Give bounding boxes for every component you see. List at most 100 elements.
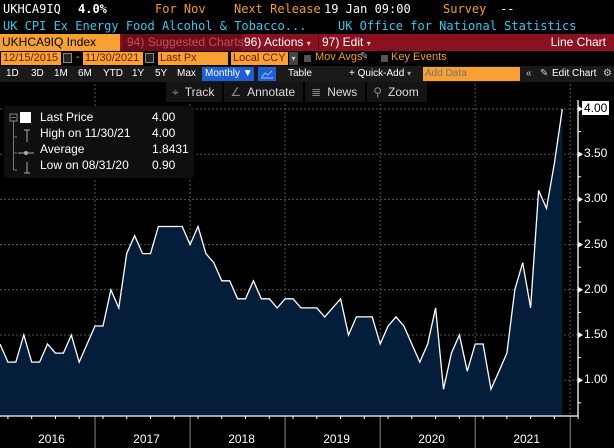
add-data-input[interactable] [423, 67, 520, 81]
legend-last-price-label: Last Price [40, 110, 94, 124]
y-tick-arrow [578, 106, 583, 112]
news-button[interactable]: ≣ News [305, 82, 366, 102]
annotate-button[interactable]: ∠ Annotate [224, 82, 304, 102]
gear-icon[interactable]: ⚙ [603, 68, 612, 79]
data-point [434, 307, 436, 309]
data-point [15, 361, 17, 363]
data-point [189, 243, 191, 245]
key-events-checkbox[interactable] [381, 55, 388, 62]
data-point [268, 298, 270, 300]
data-point [411, 343, 413, 345]
data-point [197, 225, 199, 227]
track-label: Track [184, 85, 215, 99]
data-point [133, 234, 135, 236]
data-point [537, 189, 539, 191]
range-5y[interactable]: 5Y [155, 68, 168, 79]
edit-menu[interactable]: 97) Edit ▾ [322, 34, 371, 52]
end-date-field[interactable]: 11/30/2021 [83, 52, 143, 65]
survey-label: Survey [443, 1, 487, 16]
chevron-down-icon[interactable]: ▾ [289, 52, 298, 65]
table-button[interactable]: Table [288, 68, 312, 79]
data-point [260, 298, 262, 300]
key-events-label[interactable]: Key Events [391, 51, 447, 63]
data-point [157, 225, 159, 227]
chart-type-label[interactable]: Line Chart [550, 35, 606, 49]
data-point [86, 343, 88, 345]
chevron-down-icon: ▼ [242, 68, 253, 79]
chevron-down-icon: ▾ [366, 38, 371, 48]
data-point [355, 316, 357, 318]
data-point [228, 280, 230, 282]
data-point [522, 261, 524, 263]
y-tick-arrow [578, 286, 583, 293]
zoom-button[interactable]: ⚲ Zoom [367, 82, 427, 102]
y-tick-arrow [578, 241, 583, 248]
y-tick-label: 3.50 [584, 146, 608, 161]
next-release-label: Next Release [234, 1, 321, 16]
pencil-icon: ∠ [230, 85, 242, 99]
next-release-value: 19 Jan 09:00 [324, 1, 411, 16]
description-row: UK CPI Ex Energy Food Alcohol & Tobacco.… [0, 17, 614, 34]
field-selector[interactable]: Last Px [158, 52, 228, 65]
chevron-down-icon: ▾ [306, 38, 311, 48]
divider [318, 35, 319, 50]
settings-row: 12/15/2015 - 11/30/2021 Last Px Local CC… [0, 51, 614, 66]
data-point [181, 225, 183, 227]
x-tick-label: 2018 [228, 432, 255, 446]
mov-avgs-label[interactable]: Mov Avgs [315, 51, 363, 63]
range-6m[interactable]: 6M [78, 68, 92, 79]
suggested-charts-button[interactable]: 94) Suggested Charts [122, 34, 244, 51]
y-tick-arrow [578, 377, 583, 384]
data-point [553, 162, 555, 164]
ticker-symbol: UKHCA9IQ [3, 1, 61, 16]
legend-low-value: 0.90 [152, 158, 176, 172]
data-point [276, 307, 278, 309]
data-point [70, 334, 72, 336]
data-point [324, 316, 326, 318]
actions-menu[interactable]: 96) Actions ▾ [244, 34, 311, 52]
edit-label: 97) Edit [322, 34, 364, 49]
data-point [110, 289, 112, 291]
data-point [498, 370, 500, 372]
data-point [403, 325, 405, 327]
y-tick-label: 1.50 [584, 327, 608, 341]
quick-add-button[interactable]: + Quick-Add ▾ [349, 66, 411, 82]
data-point [506, 352, 508, 354]
y-tick-arrow [578, 151, 583, 158]
mov-avgs-checkbox[interactable] [304, 55, 311, 62]
calendar-icon[interactable] [63, 53, 72, 63]
start-date-field[interactable]: 12/15/2015 [1, 52, 61, 65]
x-tick-label: 2017 [133, 432, 160, 446]
pencil-icon[interactable]: ✎ [360, 51, 369, 62]
data-point [379, 343, 381, 345]
range-ytd[interactable]: YTD [103, 68, 123, 79]
data-point [173, 225, 175, 227]
track-button[interactable]: ⌖ Track [166, 82, 223, 102]
actions-label: 96) Actions [244, 34, 304, 49]
range-max[interactable]: Max [177, 68, 196, 79]
data-point [46, 343, 48, 345]
range-3d[interactable]: 3D [31, 68, 44, 79]
crosshair-icon: ⌖ [172, 85, 179, 99]
frequency-dropdown[interactable]: Monthly ▼ [202, 67, 254, 81]
range-1m[interactable]: 1M [54, 68, 68, 79]
collapse-icon[interactable]: « [526, 68, 532, 79]
y-tick-label: 2.00 [584, 281, 608, 296]
y-tick-label: 1.00 [584, 372, 608, 387]
security-field[interactable]: UKHCA9IQ Index [0, 34, 120, 51]
data-point [244, 298, 246, 300]
calendar-icon[interactable] [145, 53, 154, 63]
data-point [490, 388, 492, 390]
data-point [102, 325, 104, 327]
data-point [38, 361, 40, 363]
data-point [78, 361, 80, 363]
news-label: News [327, 85, 358, 99]
range-1y[interactable]: 1Y [132, 68, 145, 79]
currency-selector[interactable]: Local CCY [231, 52, 288, 65]
range-1d[interactable]: 1D [6, 68, 19, 79]
chart-legend: Last Price 4.00 High on 11/30/21 4.00 Av… [4, 106, 194, 178]
edit-chart-button[interactable]: Edit Chart [552, 68, 597, 79]
data-point [62, 352, 64, 354]
line-chart-icon[interactable] [258, 67, 276, 81]
